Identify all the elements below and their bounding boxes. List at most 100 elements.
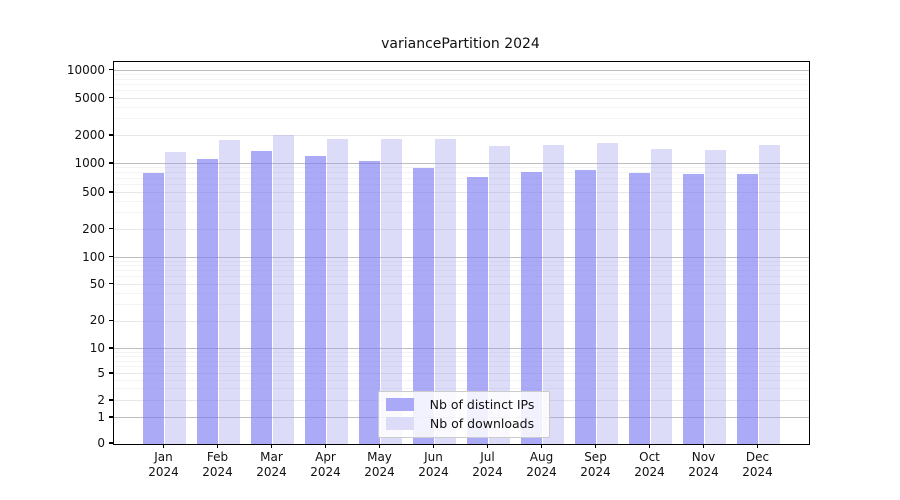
gridline-700 [114,177,809,179]
y-tick-mark-0 [109,442,113,444]
y-tick-label-1: 1 [97,410,105,425]
x-tick-mark-feb [216,444,219,449]
y-tick-mark-100 [109,255,113,258]
x-tick-label-aug: Aug 2024 [526,450,557,479]
gridline-90 [114,260,809,262]
x-tick-mark-jun [432,444,435,449]
x-tick-mark-may [378,444,381,449]
x-tick-mark-apr [324,444,327,449]
x-tick-label-sep: Sep 2024 [580,450,611,479]
gridline-2000 [114,135,809,136]
gridline-3 [114,388,809,390]
y-tick-mark-1 [109,416,113,418]
gridline-4 [114,379,809,381]
gridline-30 [114,304,809,306]
x-tick-label-may: May 2024 [364,450,395,479]
legend-label-distinct-ips: Nb of distinct IPs [429,397,535,412]
y-tick-label-20: 20 [89,313,105,328]
y-tick-mark-2 [109,399,113,401]
y-tick-label-2: 2 [97,392,105,407]
gridline-40 [114,292,809,294]
x-tick-mark-sep [594,444,597,449]
gridline-6 [114,366,809,368]
y-tick-label-5: 5 [97,366,105,381]
x-tick-mark-jul [486,444,489,449]
y-tick-label-2000: 2000 [74,127,105,142]
legend-item-distinct-ips: Nb of distinct IPs [386,397,540,412]
y-tick-mark-5 [109,372,113,374]
gridline-5 [114,373,809,375]
gridline-8000 [114,78,809,80]
gridline-9 [114,351,809,353]
gridline-500 [114,192,809,194]
y-tick-mark-10000 [109,68,113,71]
gridline-4000 [114,106,809,108]
gridline-300 [114,212,809,214]
x-tick-label-feb: Feb 2024 [202,450,233,479]
x-tick-mark-oct [648,444,651,449]
y-tick-label-500: 500 [82,185,105,200]
legend-swatch-distinct-ips [386,398,414,411]
bar-downloads-may [381,139,402,444]
y-tick-mark-2000 [109,134,113,136]
gridline-900 [114,167,809,169]
y-tick-label-1000: 1000 [74,155,105,170]
gridline-1000 [114,163,809,164]
y-tick-mark-10 [109,347,113,349]
y-tick-label-200: 200 [82,221,105,236]
bar-distinct-ips-may [359,160,380,444]
legend-swatch-downloads [386,417,414,430]
legend: Nb of distinct IPs Nb of downloads [378,391,550,438]
gridline-7 [114,360,809,362]
x-tick-label-mar: Mar 2024 [256,450,287,479]
gridline-8 [114,356,809,358]
gridline-800 [114,172,809,174]
bar-downloads-mar [273,134,294,444]
gridline-20 [114,320,809,322]
gridline-60 [114,276,809,278]
y-tick-label-10000: 10000 [66,62,105,77]
gridline-80 [114,265,809,267]
bar-distinct-ips-feb [197,159,218,444]
x-tick-label-oct: Oct 2024 [634,450,665,479]
x-tick-mark-jan [162,444,165,449]
x-tick-label-nov: Nov 2024 [688,450,719,479]
bar-downloads-jul [489,146,510,444]
gridline-3000 [114,118,809,120]
y-tick-label-100: 100 [82,249,105,264]
y-tick-mark-500 [109,191,113,193]
bar-downloads-apr [327,138,348,444]
gridline-10000 [114,69,809,71]
bar-downloads-oct [651,148,672,444]
legend-label-downloads: Nb of downloads [429,416,535,431]
gridline-6000 [114,90,809,92]
gridline-5000 [114,97,809,99]
chart-title: variancePartition 2024 [381,36,540,52]
y-tick-mark-50 [109,282,113,285]
bar-downloads-jan [165,152,186,444]
y-tick-label-50: 50 [89,276,105,291]
y-tick-mark-20 [109,319,113,322]
bar-downloads-jun [435,138,456,444]
bar-downloads-nov [705,150,726,444]
x-tick-mark-dec [756,444,759,449]
y-tick-label-0: 0 [97,436,105,450]
y-tick-mark-1000 [109,162,113,164]
y-tick-label-10: 10 [89,340,105,355]
bar-downloads-dec [759,144,780,444]
bar-distinct-ips-dec [737,174,758,444]
x-tick-label-jul: Jul 2024 [472,450,503,479]
gridline-9000 [114,73,809,75]
bar-downloads-sep [597,143,618,444]
x-tick-label-dec: Dec 2024 [742,450,773,479]
bar-distinct-ips-jul [467,176,488,444]
y-tick-mark-200 [109,227,113,230]
bar-distinct-ips-jan [143,172,164,444]
x-tick-label-jun: Jun 2024 [418,450,449,479]
gridline-50 [114,283,809,285]
x-tick-label-apr: Apr 2024 [310,450,341,479]
bar-distinct-ips-oct [629,172,650,444]
gridline-600 [114,184,809,186]
bar-distinct-ips-jun [413,168,434,444]
